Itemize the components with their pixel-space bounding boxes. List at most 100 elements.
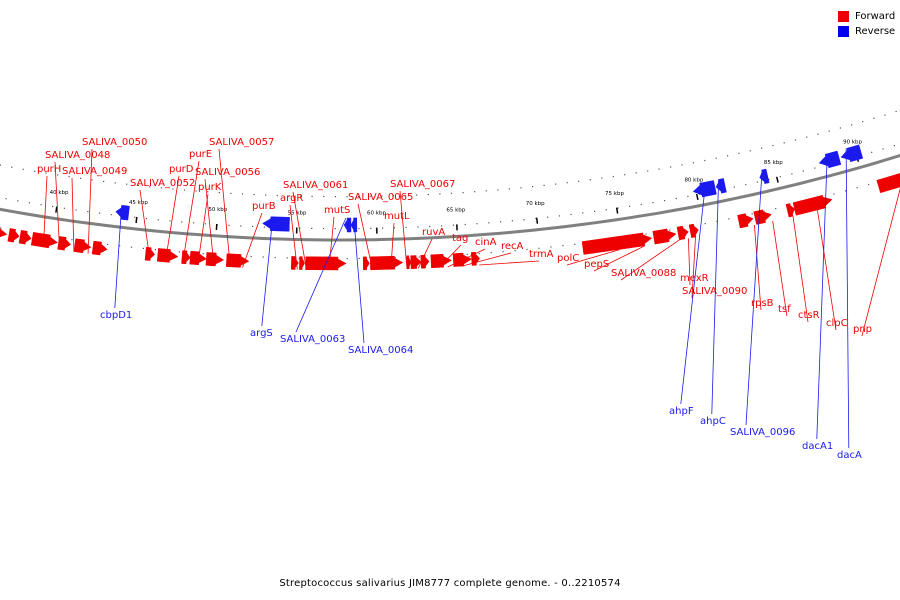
forward-gene-label: ctsR xyxy=(798,310,820,321)
label-leader-line xyxy=(289,204,298,270)
scale-dot xyxy=(806,136,808,138)
forward-gene-arrow xyxy=(406,255,412,270)
forward-gene-arrow xyxy=(785,203,795,218)
reverse-gene-label: SALIVA_0063 xyxy=(280,334,345,345)
scale-dot xyxy=(439,193,441,195)
scale-dot xyxy=(130,246,133,248)
label-leader-line xyxy=(139,189,151,261)
kbp-tick xyxy=(135,216,138,224)
reverse-gene-arrow xyxy=(818,150,842,169)
scale-dot xyxy=(417,226,419,228)
scale-dot xyxy=(589,179,591,181)
scale-dot xyxy=(466,253,468,255)
legend-reverse-label: Reverse xyxy=(855,26,896,37)
forward-gene-arrow xyxy=(181,250,191,265)
scale-dot xyxy=(543,184,545,186)
scale-dot xyxy=(183,189,186,191)
scale-dot xyxy=(228,224,230,226)
scale-dot xyxy=(566,182,568,184)
label-leader-line xyxy=(772,220,788,317)
scale-dot xyxy=(868,183,870,186)
label-leader-line xyxy=(114,205,122,309)
forward-gene-label: rpsB xyxy=(751,298,774,309)
scale-dot xyxy=(452,224,454,226)
scale-dot xyxy=(114,182,116,184)
label-leader-line xyxy=(164,175,180,263)
kbp-ticks: 40 kbp 45 kbp 50 kbp 55 kbp 60 kbp 65 kbp 70 k… xyxy=(50,140,863,234)
reverse-gene-arrow xyxy=(343,217,352,233)
scale-dot xyxy=(87,211,89,213)
label-leader-line xyxy=(417,238,433,269)
scale-dot xyxy=(22,168,24,170)
scale-dot xyxy=(207,191,209,193)
scale-dot xyxy=(370,227,372,229)
forward-gene-arrow xyxy=(73,238,92,254)
scale-dot xyxy=(276,194,278,197)
forward-gene-arrow xyxy=(0,226,8,238)
forward-gene-arrow xyxy=(299,256,305,270)
scale-dot xyxy=(862,121,864,123)
scale-dot xyxy=(429,225,431,228)
scale-dot xyxy=(562,245,564,247)
scale-dot xyxy=(45,172,47,174)
scale-dot xyxy=(34,170,36,172)
scale-dot xyxy=(110,214,112,216)
forward-gene-label: polC xyxy=(557,253,579,264)
scale-dot xyxy=(91,179,93,181)
scale-dot xyxy=(490,252,492,254)
scale-dot xyxy=(382,227,384,229)
reverse-gene-arrow xyxy=(715,178,727,194)
scale-dot xyxy=(107,243,109,245)
scale-dot xyxy=(844,190,847,192)
scale-dot xyxy=(728,218,730,220)
scale-dot xyxy=(358,257,360,260)
forward-gene-label: SALIVA_0088 xyxy=(611,268,676,279)
scale-dot xyxy=(687,195,689,197)
scale-dot xyxy=(893,145,895,147)
scale-dot xyxy=(550,246,552,248)
label-leader-line xyxy=(439,244,462,268)
kbp-tick-label: 55 kbp xyxy=(288,211,307,217)
scale-dot xyxy=(640,203,642,206)
forward-gene-label: SALIVA_0061 xyxy=(283,180,348,191)
forward-gene-label: mutL xyxy=(384,211,410,222)
forward-gene-label: recA xyxy=(501,241,524,252)
scale-dot xyxy=(193,222,195,224)
scale-dot xyxy=(526,248,528,251)
forward-gene-arrow xyxy=(290,256,299,270)
forward-gene-arrow xyxy=(205,252,224,267)
scale-dot xyxy=(63,207,65,209)
kbp-tick xyxy=(775,176,779,183)
forward-gene-arrow xyxy=(688,223,699,238)
scale-dot xyxy=(71,239,73,241)
forward-gene-label: SALIVA_0057 xyxy=(209,137,274,148)
reverse-gene-label: argS xyxy=(250,328,273,339)
label-leader-line xyxy=(566,249,620,266)
scale-dot xyxy=(252,225,254,228)
scale-dot xyxy=(828,130,830,132)
label-leader-line xyxy=(295,217,347,333)
forward-gene-label: mexR xyxy=(680,273,709,284)
scale-dot xyxy=(298,257,300,259)
scale-dot xyxy=(601,177,603,179)
label-leader-line xyxy=(593,245,645,272)
label-leader-line xyxy=(754,224,762,311)
forward-gene-label: purH xyxy=(37,164,61,175)
scale-dot xyxy=(745,184,747,186)
scale-dot xyxy=(535,217,537,220)
scale-dot xyxy=(681,164,683,166)
scale-dot xyxy=(779,176,781,178)
scale-dot xyxy=(582,212,584,214)
label-leader-line xyxy=(87,148,93,254)
scale-dot xyxy=(474,191,476,193)
scale-dot xyxy=(478,253,480,255)
scale-dot xyxy=(658,168,660,170)
label-leader-line xyxy=(479,260,540,266)
forward-gene-arrow xyxy=(876,173,900,194)
scale-dot xyxy=(28,202,30,204)
scale-dot xyxy=(645,233,647,235)
scale-dot xyxy=(761,147,763,149)
scale-dot xyxy=(775,208,777,210)
scale-dot xyxy=(0,227,2,229)
